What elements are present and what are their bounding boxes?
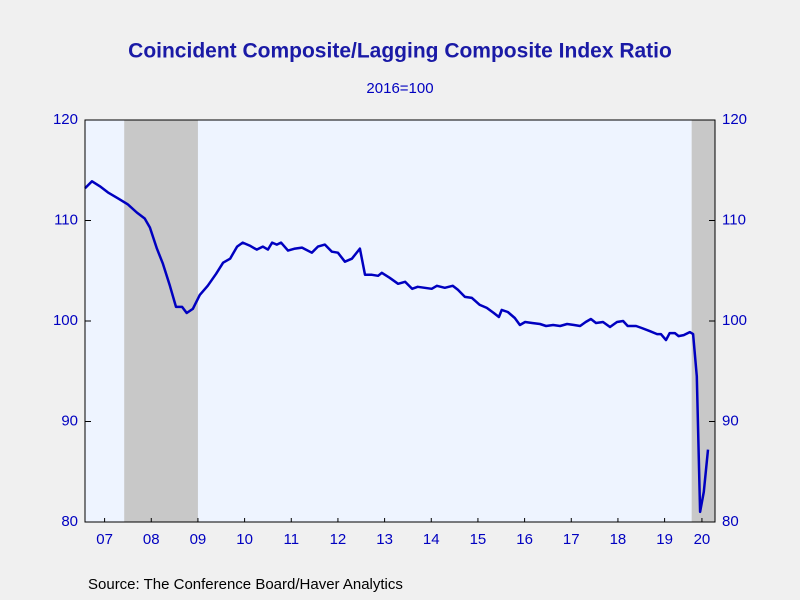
x-tick-label: 13 <box>376 531 393 548</box>
y2-tick-label: 100 <box>722 312 747 329</box>
x-tick-label: 14 <box>423 531 440 548</box>
x-tick-label: 12 <box>330 531 347 548</box>
y-tick-label: 110 <box>54 211 78 228</box>
y-tick-label: 120 <box>53 111 78 128</box>
x-tick-label: 19 <box>656 531 673 548</box>
y-tick-label: 80 <box>61 513 78 530</box>
y2-tick-label: 90 <box>722 412 739 429</box>
x-tick-label: 16 <box>516 531 533 548</box>
y2-tick-label: 120 <box>722 111 747 128</box>
chart-subtitle: 2016=100 <box>366 80 433 97</box>
x-tick-label: 08 <box>143 531 160 548</box>
x-tick-label: 09 <box>190 531 207 548</box>
x-tick-label: 07 <box>96 531 113 548</box>
source: Source: The Conference Board/Haver Analy… <box>88 576 403 593</box>
x-tick-label: 10 <box>236 531 253 548</box>
x-tick-label: 15 <box>470 531 487 548</box>
y-tick-label: 100 <box>53 312 78 329</box>
y2-tick-label: 80 <box>722 513 739 530</box>
recession-band <box>124 120 198 522</box>
chart-title: Coincident Composite/Lagging Composite I… <box>128 40 672 63</box>
x-tick-label: 11 <box>283 531 299 548</box>
x-tick-label: 20 <box>694 531 711 548</box>
x-tick-label: 17 <box>563 531 580 548</box>
y2-tick-label: 110 <box>722 211 746 228</box>
y-tick-label: 90 <box>61 412 78 429</box>
x-tick-label: 18 <box>610 531 627 548</box>
line-series <box>84 180 710 514</box>
